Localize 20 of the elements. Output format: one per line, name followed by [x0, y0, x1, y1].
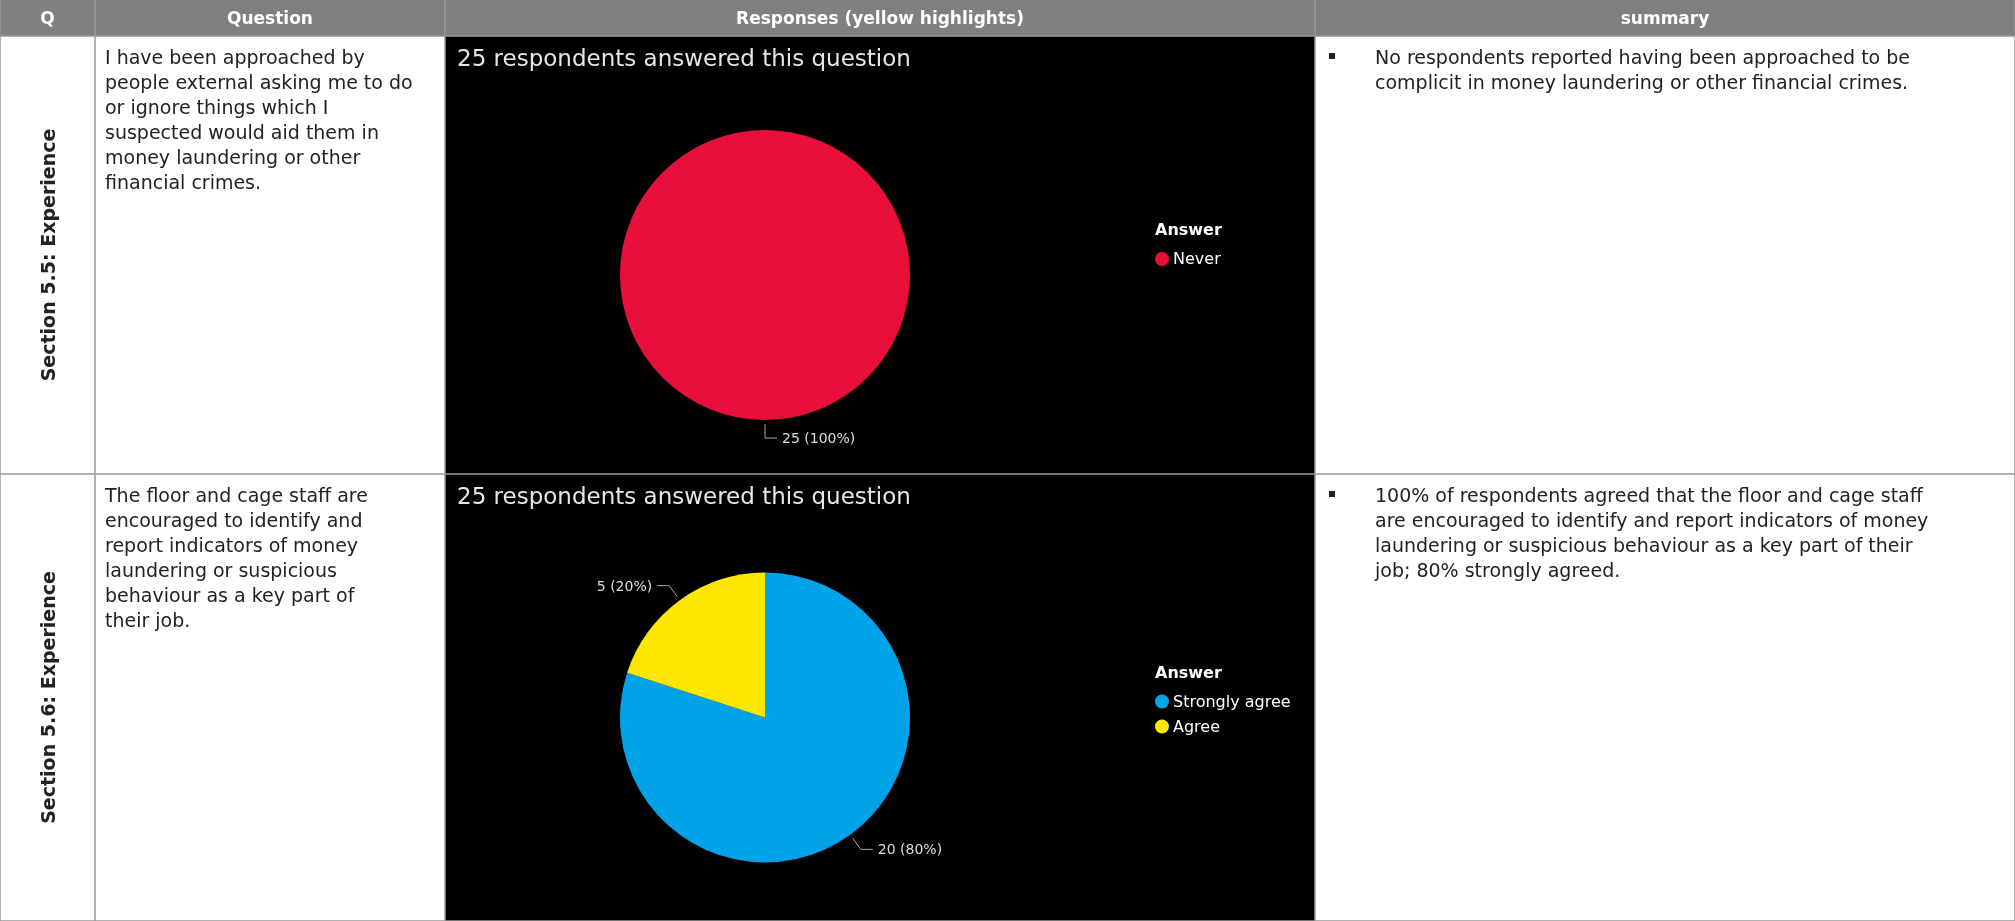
data-label: 25 (100%) — [782, 430, 856, 446]
legend-label: Agree — [1173, 716, 1221, 736]
legend-title: Answer — [1155, 662, 1222, 682]
text: summary — [1620, 8, 1710, 28]
text: I have been approached by people external asking me to do or ignore things which I suspected would aid them in money laundering or other financial crimes. — [105, 46, 413, 193]
legend-label: Never — [1173, 249, 1222, 268]
data-label: 5 (20%) — [596, 577, 653, 594]
text: Q — [40, 8, 55, 28]
text: Responses (yellow highlights) — [736, 8, 1024, 28]
text: 100% of respondents agreed that the floor and cage staff are encouraged to identify and report indicators of money laundering or suspicious behaviour as a key part of their job; 80% strongly agreed. — [1374, 484, 1929, 581]
data-label: 20 (80%) — [877, 841, 943, 858]
text: Section 5.5: Experience — [36, 128, 59, 382]
text: Question — [227, 8, 313, 28]
text: The floor and cage staff are encouraged to identify and report indicators of money laundering or suspicious behaviour as a key part of their job. — [104, 484, 368, 631]
legend-title: Answer — [1155, 220, 1222, 239]
text: No respondents reported having been approached to be complicit in money laundering or other financial crimes. — [1375, 46, 1911, 93]
chart-title: 25 respondents answered this question — [457, 483, 911, 509]
legend-label: Strongly agree — [1173, 691, 1291, 711]
chart-title: 25 respondents answered this question — [457, 45, 911, 71]
text: Section 5.6: Experience — [36, 571, 59, 824]
